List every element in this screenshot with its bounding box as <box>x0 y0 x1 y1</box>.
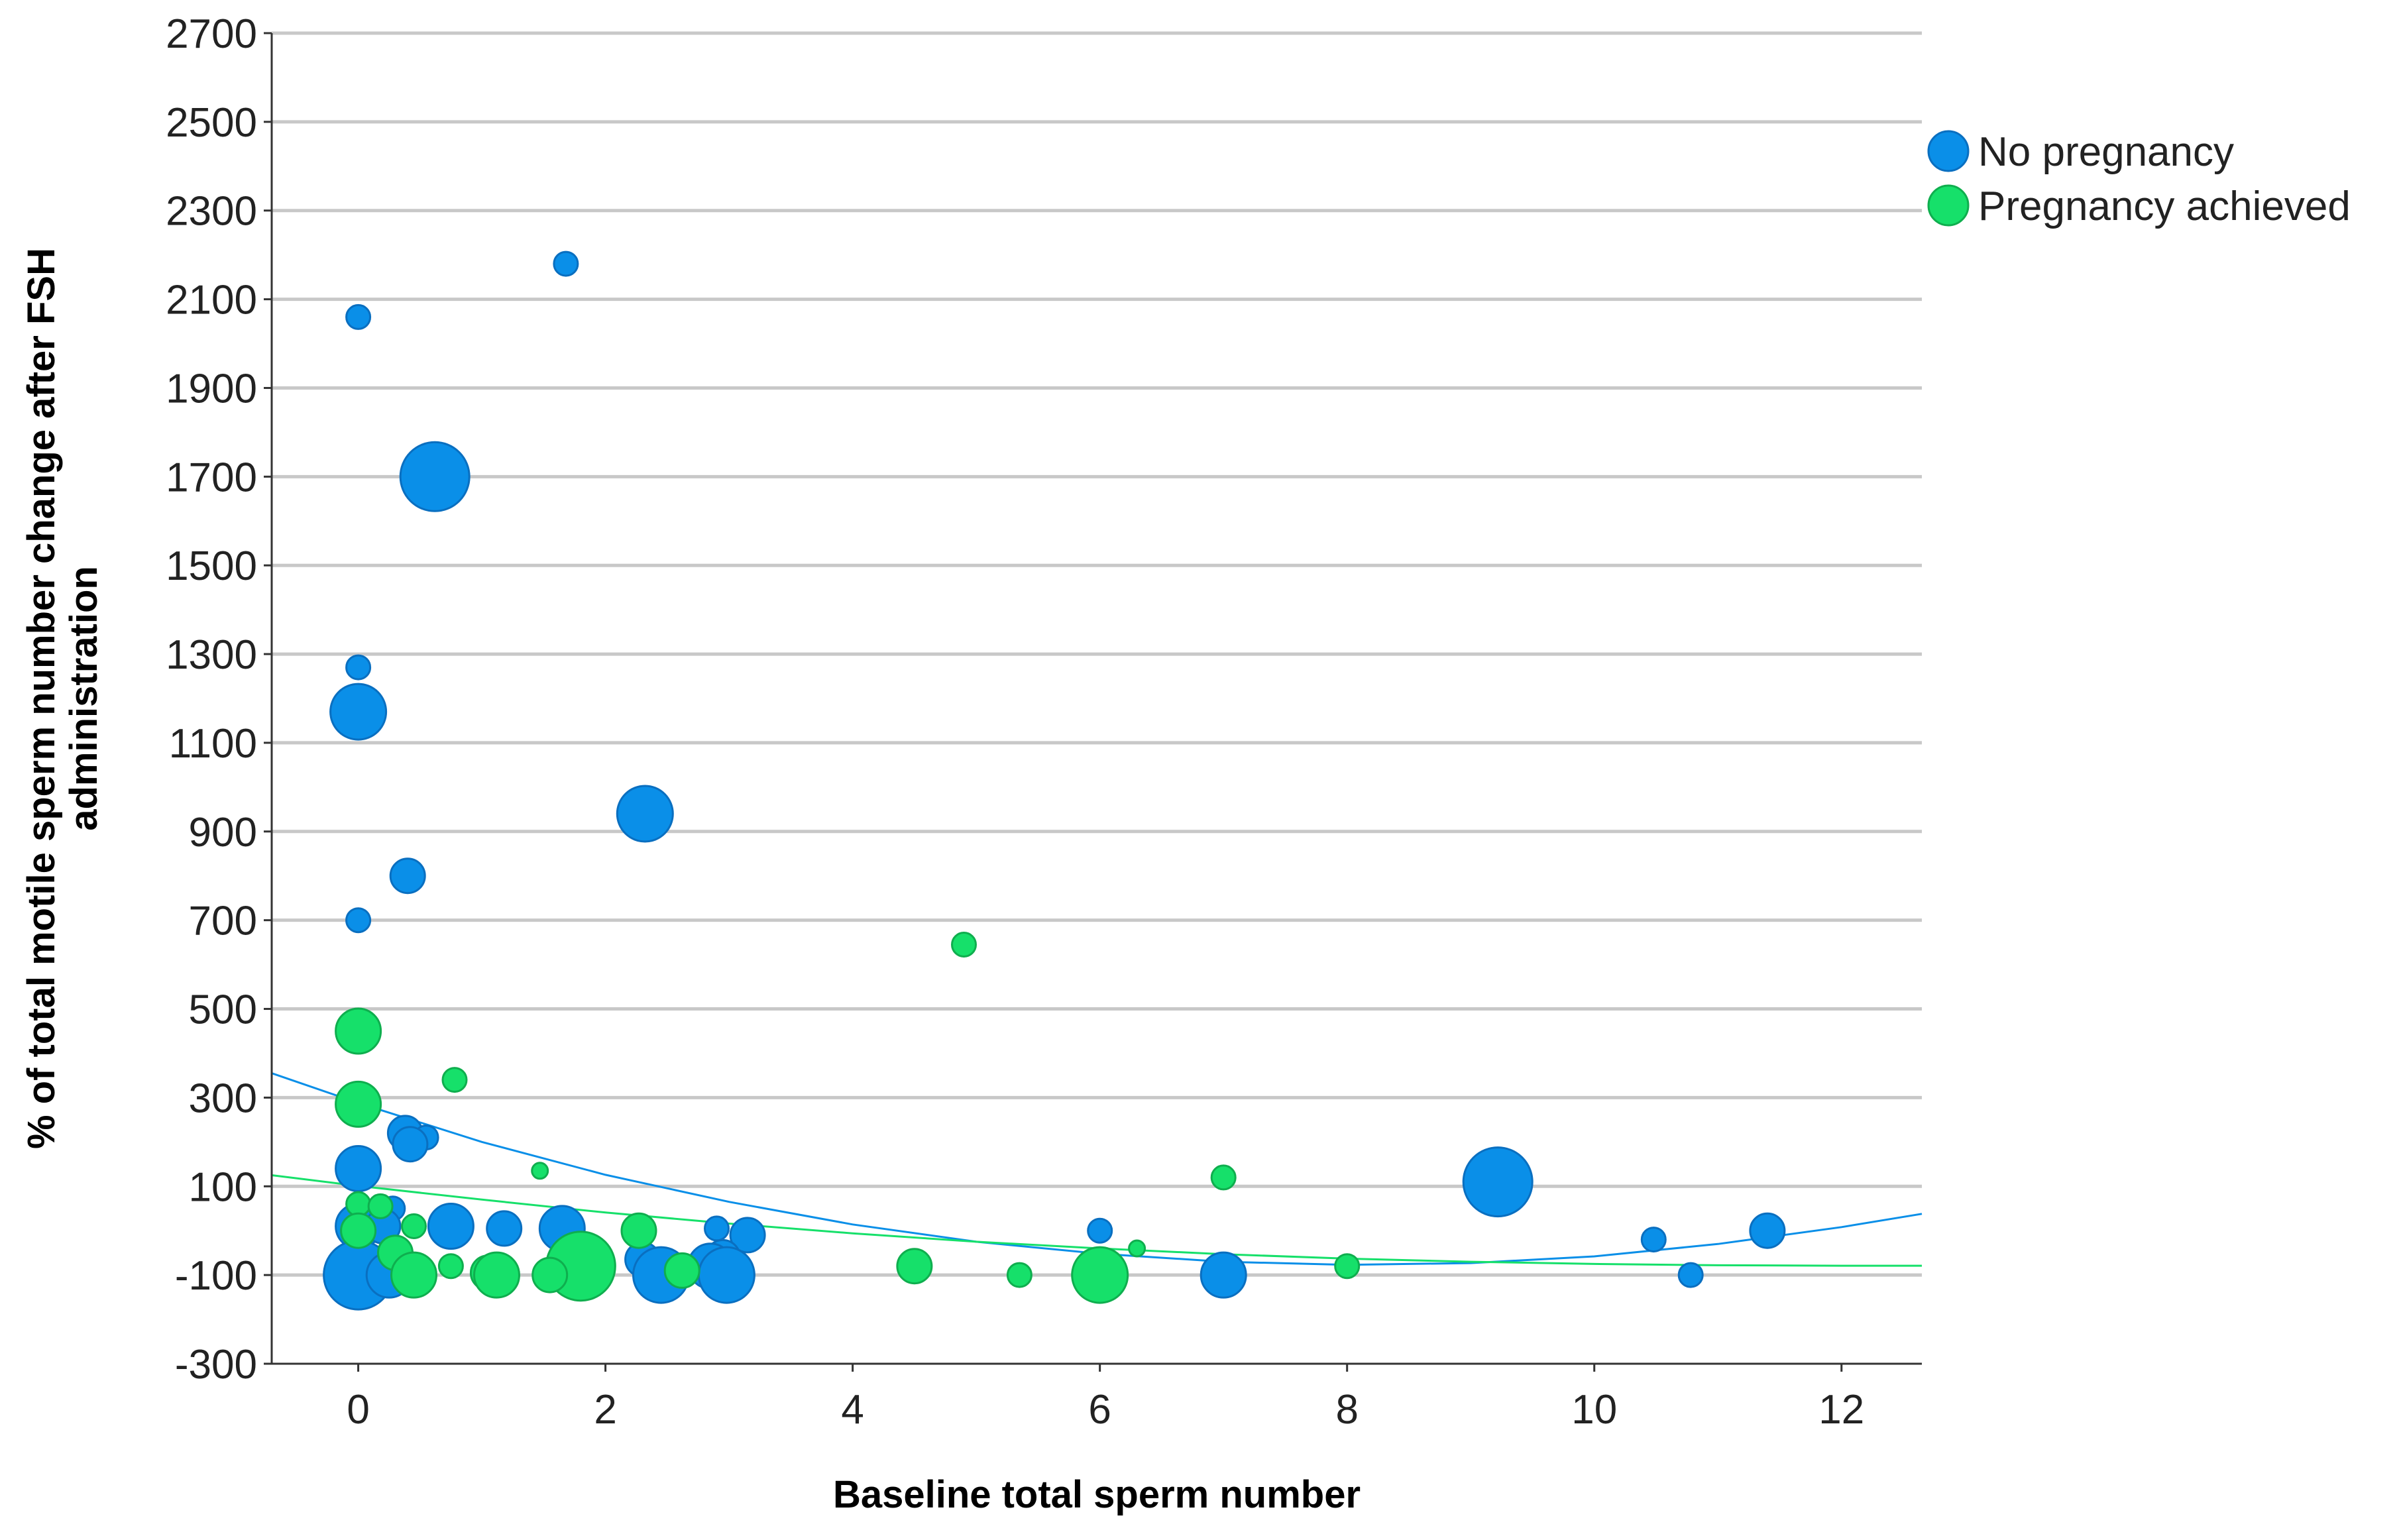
legend-marker-no-pregnancy <box>1927 130 1970 172</box>
point-pregnancy-achieved <box>1006 1262 1032 1288</box>
point-pregnancy-achieved <box>531 1162 549 1180</box>
point-no-pregnancy <box>553 250 579 277</box>
x-tick-labels: 0 2 4 6 8 10 12 <box>347 1364 1864 1433</box>
point-no-pregnancy <box>427 1203 474 1250</box>
x-axis-title: Baseline total sperm number <box>833 1473 1361 1516</box>
y-axis-title-line-1: % of total motile sperm number change af… <box>20 248 63 1149</box>
point-pregnancy-achieved <box>663 1252 700 1289</box>
y-tick-label: 2100 <box>166 278 257 323</box>
point-no-pregnancy <box>1200 1251 1247 1299</box>
legend-label-no-pregnancy: No pregnancy <box>1978 129 2234 175</box>
point-no-pregnancy <box>392 1126 429 1163</box>
point-pregnancy-achieved <box>401 1213 427 1239</box>
legend-item-no-pregnancy: No pregnancy <box>1927 129 2234 175</box>
point-no-pregnancy <box>1677 1262 1704 1288</box>
point-pregnancy-achieved <box>437 1253 464 1280</box>
y-tick-label: 2300 <box>166 189 257 235</box>
y-tick-label: 500 <box>189 987 257 1033</box>
point-no-pregnancy <box>1087 1217 1113 1244</box>
point-no-pregnancy <box>616 785 674 843</box>
point-pregnancy-achieved <box>367 1193 394 1219</box>
y-tick-label: 900 <box>189 810 257 855</box>
point-no-pregnancy <box>345 654 372 681</box>
y-tick-label: 700 <box>189 899 257 944</box>
y-axis-title-line-2: administration <box>62 566 105 831</box>
y-tick-label: 100 <box>189 1164 257 1210</box>
x-tick-label: 10 <box>1571 1387 1617 1433</box>
y-tick-label: 1700 <box>166 455 257 500</box>
point-pregnancy-achieved <box>473 1251 520 1299</box>
x-tick-label: 4 <box>841 1387 864 1433</box>
x-tick-label: 8 <box>1335 1387 1358 1433</box>
point-pregnancy-achieved <box>531 1256 569 1293</box>
legend: No pregnancy Pregnancy achieved <box>1927 129 2351 229</box>
point-pregnancy-achieved <box>620 1212 657 1249</box>
y-tick-label: -300 <box>175 1342 257 1388</box>
y-tick-label: -100 <box>175 1253 257 1299</box>
point-pregnancy-achieved <box>340 1212 377 1249</box>
point-pregnancy-achieved <box>896 1248 933 1285</box>
point-no-pregnancy <box>1749 1212 1786 1249</box>
point-no-pregnancy <box>486 1210 523 1247</box>
legend-label-pregnancy-achieved: Pregnancy achieved <box>1978 184 2351 229</box>
data-points <box>323 250 1786 1311</box>
y-tick-label: 1900 <box>166 366 257 412</box>
point-pregnancy-achieved <box>441 1067 468 1093</box>
y-tick-label: 1100 <box>169 721 257 767</box>
point-no-pregnancy <box>335 1145 382 1192</box>
y-tick-label: 1300 <box>166 632 257 678</box>
y-tick-label: 2500 <box>166 100 257 146</box>
point-pregnancy-achieved <box>335 1007 382 1055</box>
point-pregnancy-achieved <box>1210 1164 1237 1191</box>
x-tick-label: 12 <box>1818 1387 1864 1433</box>
point-pregnancy-achieved <box>1334 1253 1361 1280</box>
axes <box>270 33 1922 1365</box>
point-no-pregnancy <box>389 857 426 895</box>
legend-item-pregnancy-achieved: Pregnancy achieved <box>1927 184 2351 229</box>
x-tick-label: 2 <box>594 1387 616 1433</box>
y-tick-label: 1500 <box>166 543 257 589</box>
point-pregnancy-achieved <box>335 1080 382 1128</box>
point-pregnancy-achieved <box>345 1191 372 1217</box>
y-tick-label: 300 <box>189 1075 257 1121</box>
gridlines <box>272 31 1922 1277</box>
y-tick-labels: -300 -100 100 300 500 700 900 1100 1300 1500 1700 1… <box>166 11 272 1388</box>
point-no-pregnancy <box>704 1215 730 1242</box>
point-no-pregnancy <box>697 1246 755 1304</box>
x-tick-label: 0 <box>347 1387 369 1433</box>
point-no-pregnancy <box>729 1217 766 1254</box>
point-no-pregnancy <box>1462 1146 1534 1218</box>
point-no-pregnancy <box>329 683 388 741</box>
y-tick-label: 2700 <box>166 11 257 57</box>
point-pregnancy-achieved <box>951 932 977 958</box>
point-pregnancy-achieved <box>1128 1239 1146 1258</box>
point-no-pregnancy <box>399 441 471 512</box>
x-tick-label: 6 <box>1088 1387 1111 1433</box>
point-no-pregnancy <box>1640 1227 1667 1253</box>
point-no-pregnancy <box>345 907 372 934</box>
point-no-pregnancy <box>345 303 372 330</box>
legend-marker-pregnancy-achieved <box>1927 184 1970 227</box>
point-pregnancy-achieved <box>390 1251 437 1299</box>
point-pregnancy-achieved <box>1071 1246 1129 1304</box>
